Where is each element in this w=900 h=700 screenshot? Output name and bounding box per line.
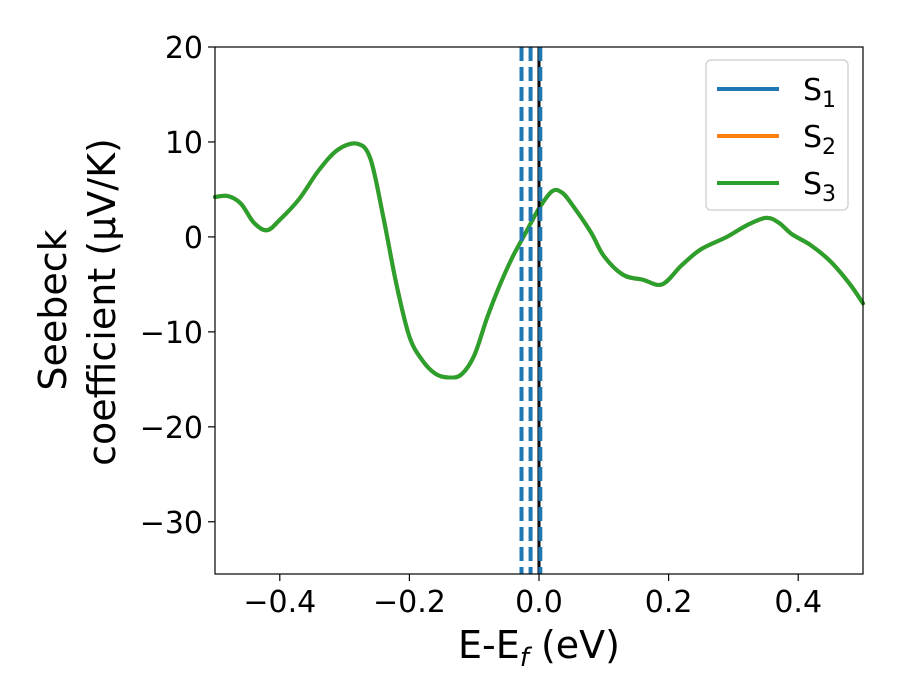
- x-tick-label: 0.0: [515, 585, 563, 620]
- y-tick-label: −30: [140, 506, 203, 541]
- y-axis-label-line1: Seebeck: [31, 229, 75, 390]
- x-axis-label-main: E-E: [458, 623, 520, 667]
- y-tick-label: −20: [140, 411, 203, 446]
- y-tick-label: −10: [140, 316, 203, 351]
- legend: S1 S2 S3: [705, 59, 849, 211]
- y-tick-label: 0: [184, 221, 203, 256]
- x-axis-label-tail: (eV): [529, 623, 620, 667]
- legend-label-s2: S2: [803, 120, 836, 160]
- x-tick-label: −0.2: [373, 585, 446, 620]
- legend-label-s1: S1: [803, 73, 836, 113]
- x-tick-label: −0.4: [243, 585, 316, 620]
- y-tick-label: 20: [165, 31, 203, 66]
- x-tick-label: 0.2: [645, 585, 693, 620]
- x-axis-label: E-Ef (eV): [458, 623, 620, 673]
- x-tick-label: 0.4: [774, 585, 822, 620]
- series-line-s3: [213, 141, 865, 380]
- legend-label-s3: S3: [803, 167, 836, 207]
- y-axis-label-line2: coefficient (μV/K): [80, 138, 124, 466]
- y-tick-label: 10: [165, 126, 203, 161]
